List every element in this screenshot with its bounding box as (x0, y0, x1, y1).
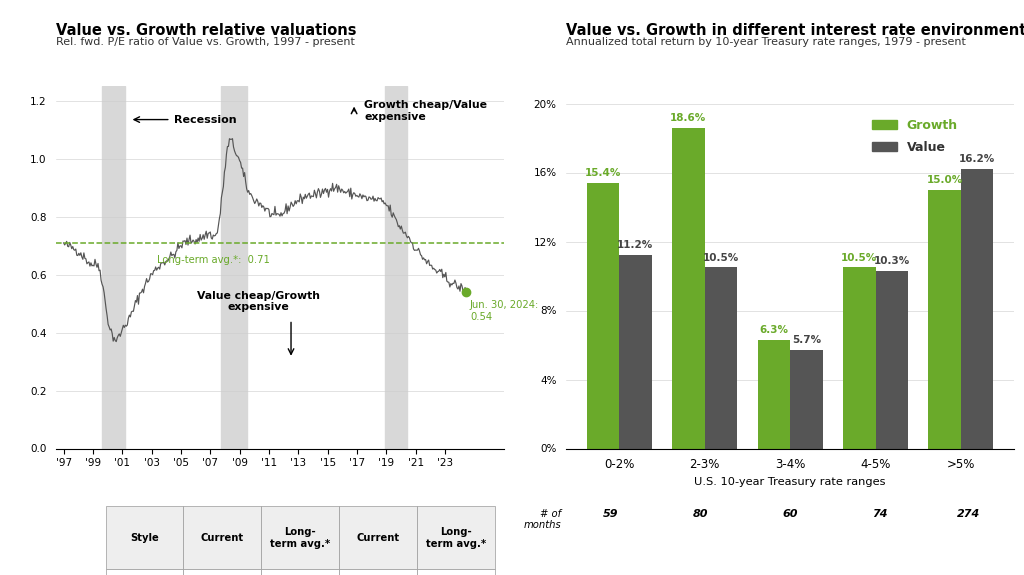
Bar (620, 255, 651, 448)
Text: Jun. 30, 2024:
0.54: Jun. 30, 2024: 0.54 (470, 300, 540, 322)
Text: Growth cheap/Value
expensive: Growth cheap/Value expensive (365, 100, 487, 122)
Text: 11.2%: 11.2% (617, 240, 653, 251)
Text: 10.5%: 10.5% (841, 252, 878, 263)
Text: Value cheap/Growth
expensive: Value cheap/Growth expensive (198, 291, 321, 312)
Text: 10.5%: 10.5% (702, 252, 739, 263)
Bar (221, 86, 247, 448)
Bar (791, 350, 822, 448)
X-axis label: U.S. 10-year Treasury rate ranges: U.S. 10-year Treasury rate ranges (694, 477, 886, 487)
Text: Recession: Recession (174, 114, 237, 125)
Text: 15.0%: 15.0% (927, 175, 963, 185)
Bar (961, 169, 993, 448)
Bar (672, 128, 705, 448)
Text: 16.2%: 16.2% (959, 154, 995, 164)
Bar (385, 86, 407, 448)
Legend: Growth, Value: Growth, Value (866, 114, 963, 159)
Text: 274: 274 (957, 509, 981, 519)
Bar (843, 267, 876, 448)
Text: Value vs. Growth in different interest rate environments: Value vs. Growth in different interest r… (566, 23, 1024, 38)
Text: 10.3%: 10.3% (873, 256, 910, 266)
Bar (101, 86, 125, 448)
Bar (587, 183, 620, 448)
Text: 80: 80 (693, 509, 709, 519)
Text: 60: 60 (782, 509, 798, 519)
Text: 74: 74 (871, 509, 887, 519)
Bar (929, 190, 961, 448)
Text: Rel. fwd. P/E ratio of Value vs. Growth, 1997 - present: Rel. fwd. P/E ratio of Value vs. Growth,… (56, 37, 355, 47)
Text: 18.6%: 18.6% (671, 113, 707, 123)
Text: Annualized total return by 10-year Treasury rate ranges, 1979 - present: Annualized total return by 10-year Treas… (566, 37, 967, 47)
Text: 59: 59 (603, 509, 618, 519)
Bar (758, 340, 791, 448)
Text: 5.7%: 5.7% (792, 335, 821, 346)
Bar (876, 271, 908, 448)
Text: 15.4%: 15.4% (585, 168, 622, 178)
Text: Long-term avg.*:  0.71: Long-term avg.*: 0.71 (157, 255, 269, 265)
Text: Value vs. Growth relative valuations: Value vs. Growth relative valuations (56, 23, 356, 38)
Text: # of
months: # of months (523, 509, 561, 531)
Bar (705, 267, 737, 448)
Text: 6.3%: 6.3% (760, 325, 788, 335)
